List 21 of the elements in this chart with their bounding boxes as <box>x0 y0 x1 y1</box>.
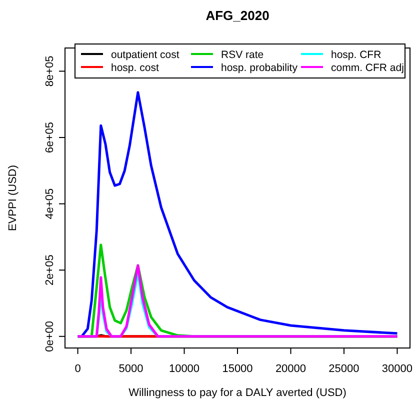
y-axis-title: EVPPI (USD) <box>7 164 19 232</box>
legend-label: comm. CFR adj <box>331 62 404 74</box>
x-tick-label: 5000 <box>118 363 144 375</box>
legend-label: hosp. cost <box>111 62 159 74</box>
x-tick-label: 10000 <box>168 363 200 375</box>
x-tick-label: 0 <box>74 363 81 375</box>
y-tick-label: 2e+05 <box>44 254 56 286</box>
chart-title: AFG_2020 <box>206 8 270 23</box>
y-tick-label: 4e+05 <box>44 188 56 220</box>
x-tick-label: 20000 <box>275 363 306 375</box>
legend-label: outpatient cost <box>111 49 180 61</box>
y-tick-label: 8e+05 <box>44 56 56 87</box>
legend-label: hosp. probability <box>221 62 298 74</box>
x-axis-title: Willingness to pay for a DALY averted (USD) <box>128 387 346 399</box>
legend-label: RSV rate <box>221 49 264 61</box>
x-tick-label: 30000 <box>382 363 413 375</box>
x-tick-label: 15000 <box>222 363 253 375</box>
legend-label: hosp. CFR <box>331 49 382 61</box>
y-tick-label: 0e+00 <box>44 320 56 352</box>
x-tick-label: 25000 <box>328 363 360 375</box>
y-tick-label: 6e+05 <box>44 122 56 153</box>
